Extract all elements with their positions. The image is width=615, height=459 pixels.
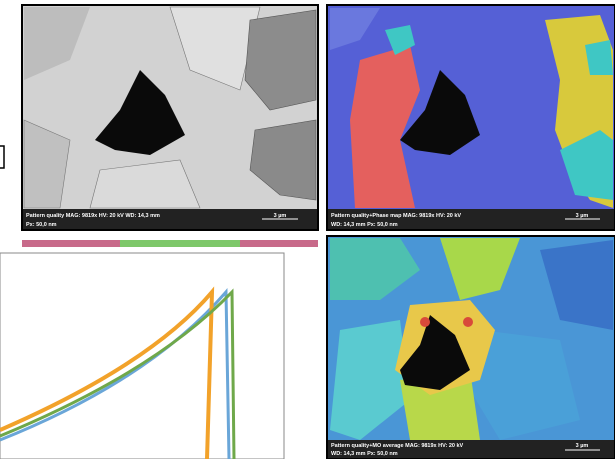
bracket [0,146,4,168]
micrograph-mo-average: Pattern quality+MO average MAG: 9819x HV… [327,236,615,459]
scale-label: 3 µm [576,213,589,219]
micrograph-pattern-quality: Pattern quality MAG: 9819x HV: 20 kV WD:… [22,5,318,230]
caption: WD: 14,3 mm Px: 50,0 nm [331,451,398,457]
caption: Pattern quality MAG: 9819x HV: 20 kV WD:… [26,213,160,219]
strain-spot [463,317,473,327]
micrograph-phase-map: Pattern quality+Phase map MAG: 9819x HV:… [327,5,615,230]
strain-spot [420,317,430,327]
scale-label: 3 µm [274,213,287,219]
caption: Pattern quality+Phase map MAG: 9819x HV:… [331,213,461,219]
caption: Pattern quality+MO average MAG: 9819x HV… [331,443,464,449]
chart-fragment [0,253,284,459]
phase-region [585,40,613,75]
scale-label: 3 µm [576,443,589,449]
image-strip [120,240,240,247]
figure: Pattern quality MAG: 9819x HV: 20 kV WD:… [0,0,615,459]
caption: WD: 14,3 mm Px: 50,0 nm [331,222,398,228]
caption: Px: 50,0 nm [26,222,57,228]
